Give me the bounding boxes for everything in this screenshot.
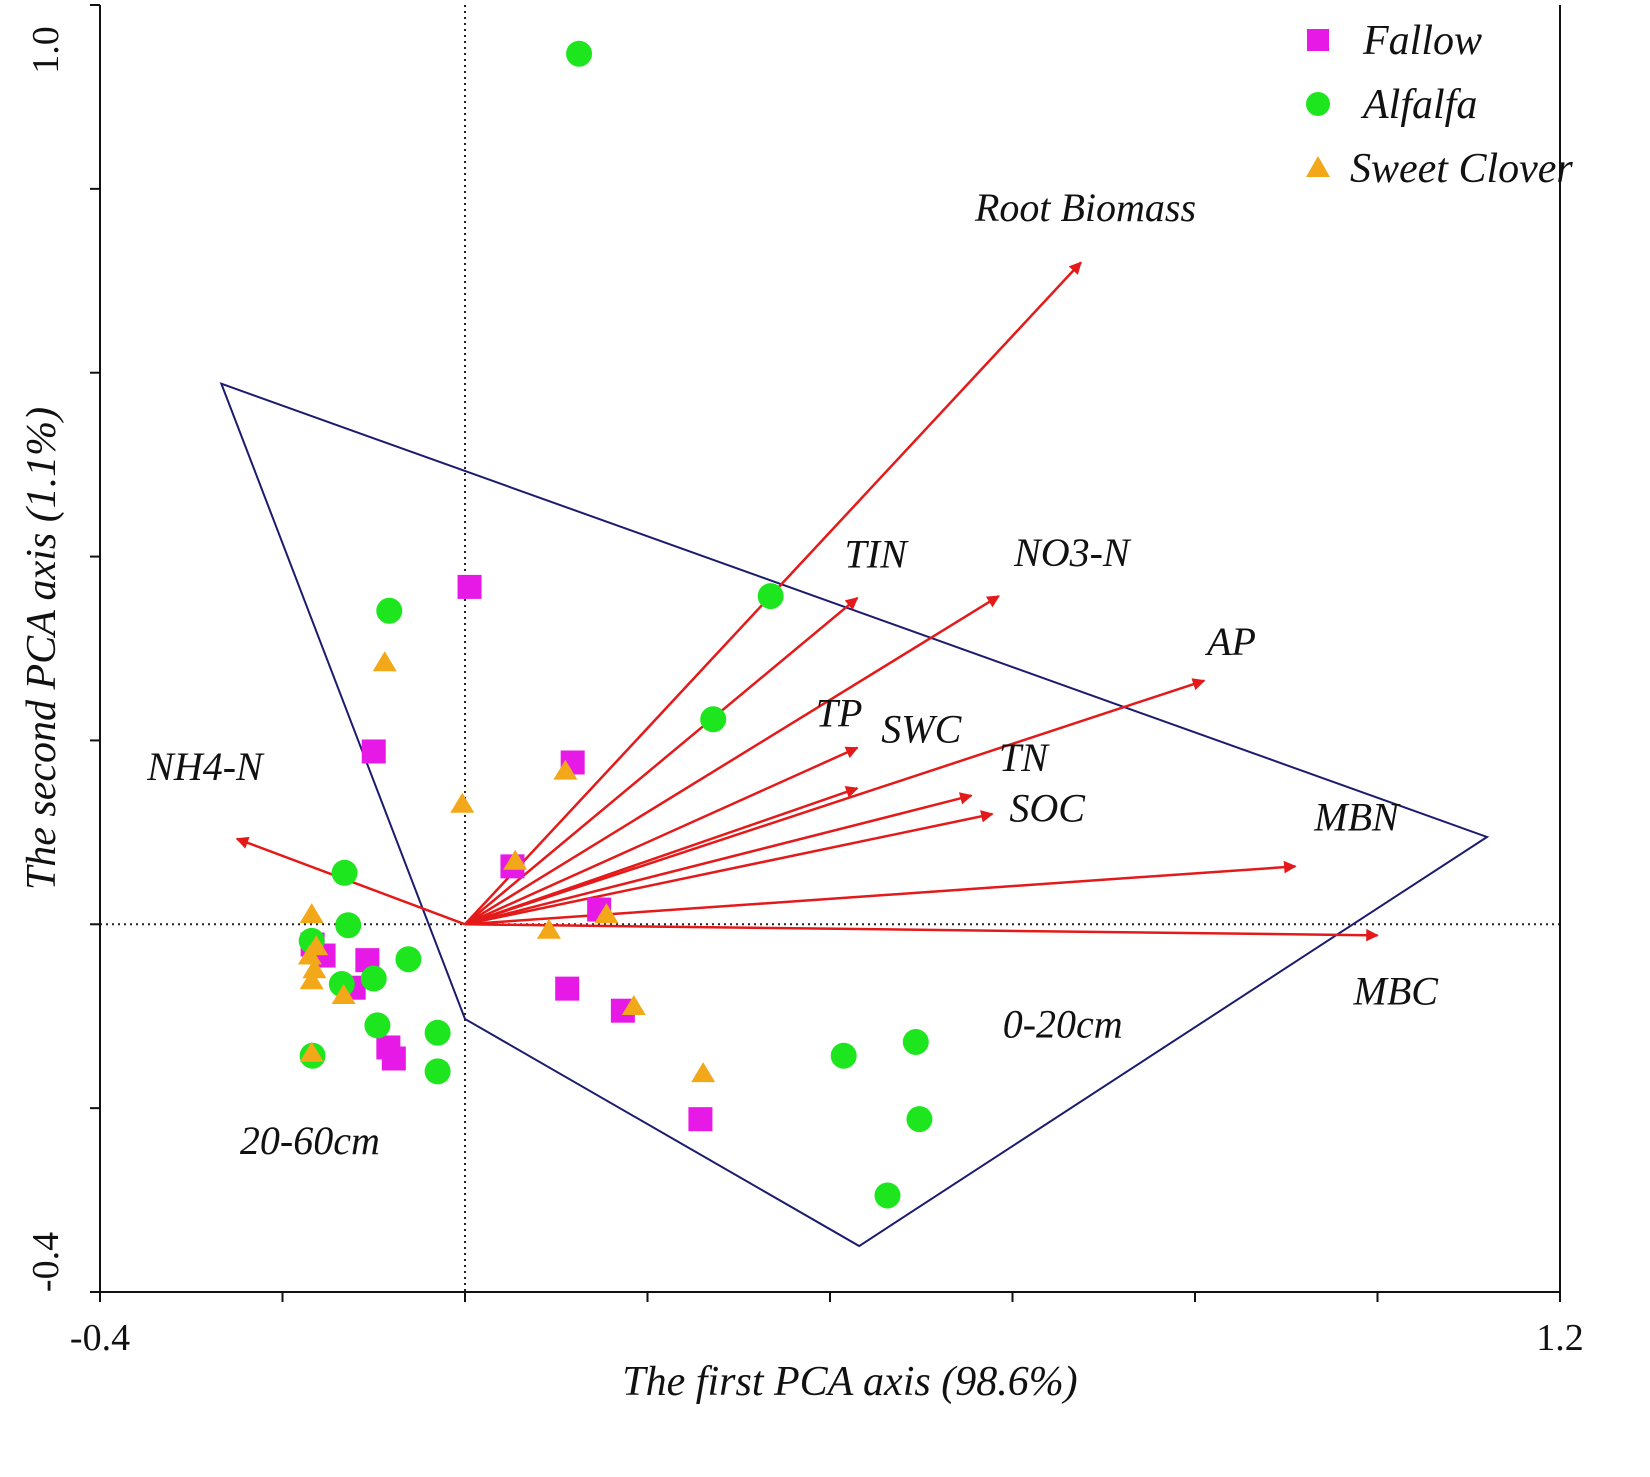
legend-fallow-marker [1307,29,1329,51]
vector-label-soc: SOC [1009,785,1086,830]
vector-label-tn: TN [999,735,1050,780]
group-label-20-60cm: 20-60cm [240,1118,380,1163]
point-sweet-clover-14 [691,1062,716,1083]
vector-tin [464,596,859,926]
group-polygons [219,382,1490,1248]
vector-label-mbn: MBN [1313,795,1401,840]
point-sweet-clover-6 [594,903,619,924]
point-alfalfa-17 [906,1106,933,1133]
point-sweet-clover-7 [299,903,324,924]
point-alfalfa-3 [376,597,403,624]
axes [90,4,1561,1302]
vector-label-no3-n: NO3-N [1013,530,1132,575]
point-fallow-10 [555,976,580,1001]
point-alfalfa-14 [424,1058,451,1085]
point-alfalfa-12 [424,1019,451,1046]
point-sweet-clover-11 [299,969,324,990]
point-sweet-clover-4 [503,849,528,870]
vector-label-tin: TIN [845,532,910,577]
point-alfalfa-16 [902,1028,929,1055]
point-alfalfa-15 [830,1042,857,1069]
y-tick-label-1-0: 1.0 [25,26,67,74]
legend: Fallow Alfalfa Sweet Clover [1306,18,1573,192]
point-alfalfa-5 [331,859,358,886]
reference-lines [100,5,1560,1292]
legend-alfalfa-marker [1306,92,1330,116]
point-fallow-2 [361,739,386,764]
point-sweet-clover-1 [372,651,397,672]
point-alfalfa-6 [335,912,362,939]
point-fallow-13 [381,1046,406,1071]
vector-label-root-biomass: Root Biomass [974,185,1196,230]
vector-soc [464,810,994,926]
vector-tn [464,792,973,926]
y-axis-label: The second PCA axis (1.1%) [19,407,65,890]
vector-label-nh4-n: NH4-N [146,744,265,789]
vector-label-ap: AP [1204,619,1256,664]
x-tick-label-1-2: 1.2 [1536,1317,1584,1359]
vector-label-mbc: MBC [1353,968,1440,1013]
point-sweet-clover-2 [450,792,475,813]
vector-label-swc: SWC [881,706,962,751]
x-axis-label: The first PCA axis (98.6%) [622,1359,1077,1405]
group-polygon-0-20cm [219,382,1490,1248]
vector-label-tp: TP [816,691,863,736]
point-alfalfa-1 [566,40,593,67]
point-fallow-1 [457,574,482,599]
loading-vectors [235,261,1379,942]
y-tick-label-0-4: -0.4 [25,1232,67,1292]
point-alfalfa-18 [874,1182,901,1209]
legend-fallow-label: Fallow [1362,18,1482,64]
point-sweet-clover-12 [331,983,356,1004]
sample-points [297,40,933,1209]
point-sweet-clover-9 [297,944,322,965]
point-fallow-14 [688,1107,713,1132]
point-sweet-clover-15 [299,1041,324,1062]
vector-mbc [464,923,1379,942]
legend-sweet-clover-label: Sweet Clover [1350,146,1573,192]
point-sweet-clover-13 [621,995,646,1016]
group-label-0-20cm: 0-20cm [1003,1001,1123,1046]
point-alfalfa-10 [360,965,387,992]
vector-tp [464,746,859,926]
point-alfalfa-11 [364,1012,391,1039]
x-tick-label-0-4: -0.4 [70,1317,130,1359]
point-alfalfa-9 [328,971,355,998]
point-alfalfa-4 [700,706,727,733]
point-alfalfa-2 [757,583,784,610]
vector-swc [464,786,859,926]
point-sweet-clover-3 [553,759,578,780]
vector-no3-n [464,595,1000,926]
point-sweet-clover-5 [536,918,561,939]
vector-ap [464,678,1206,926]
text-labels: -0.4 1.2 -0.4 1.0 The first PCA axis (98.6%)… [19,26,1584,1405]
point-sweet-clover-10 [302,958,327,979]
legend-sweet-clover-marker [1306,156,1330,177]
point-alfalfa-8 [395,946,422,973]
legend-alfalfa-label: Alfalfa [1360,82,1477,128]
